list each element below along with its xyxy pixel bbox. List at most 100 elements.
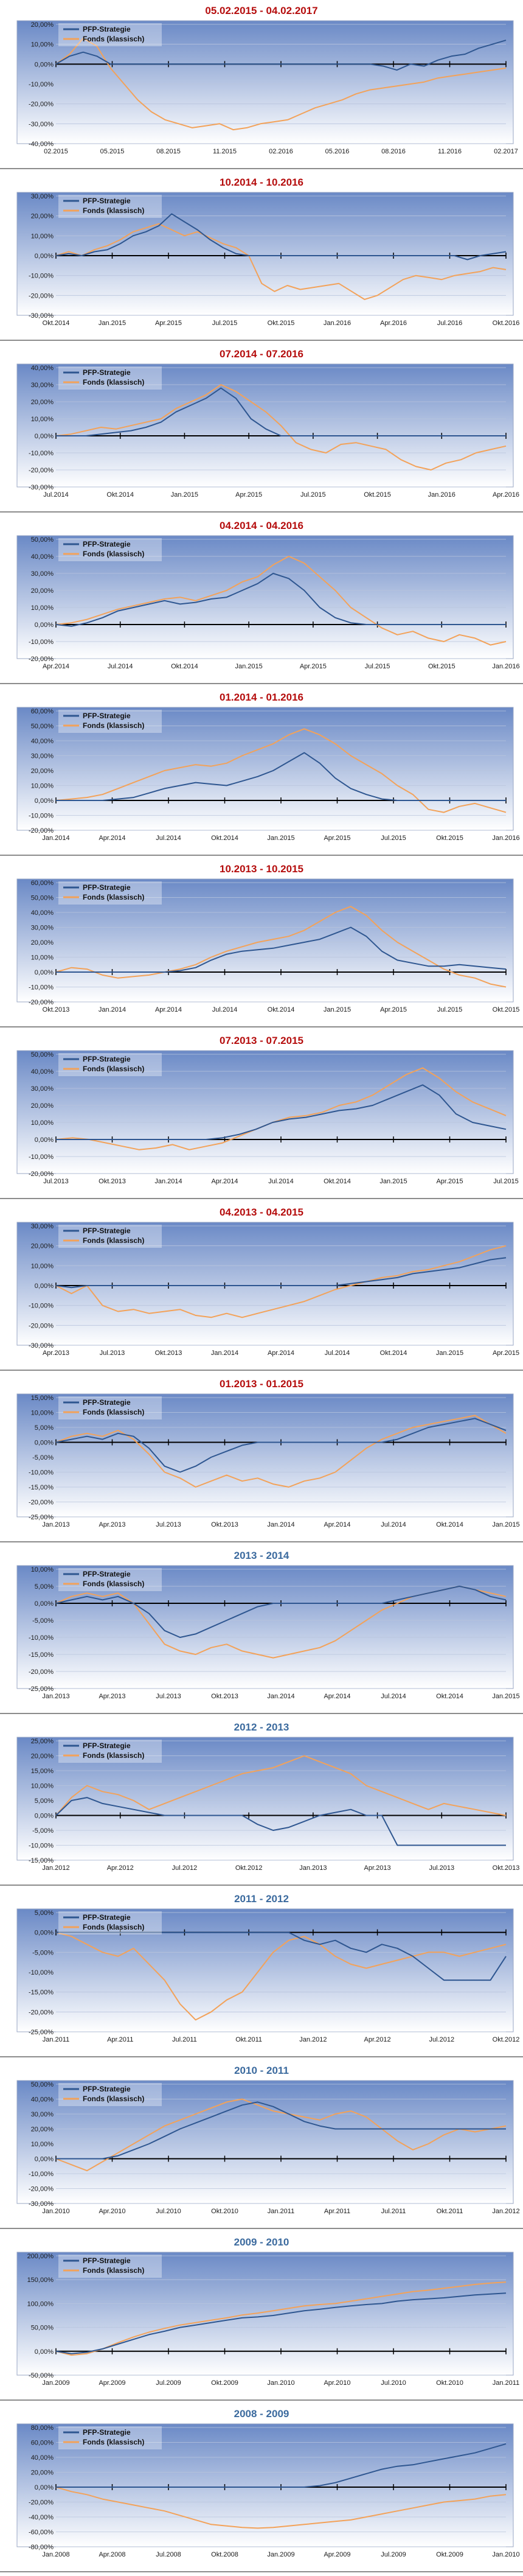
y-tick-label: 60,00% xyxy=(31,2440,54,2447)
x-tick-label: Jul.2015 xyxy=(437,1006,463,1013)
line-chart: 50,00% 40,00% 30,00% 20,00% 10,00% 0,00% -10,0… xyxy=(16,535,520,670)
x-tick-label: Jan.2013 xyxy=(42,1521,69,1528)
legend-label: Fonds (klassisch) xyxy=(83,1236,144,1245)
panel-separator xyxy=(0,855,523,856)
series-line-fund xyxy=(55,728,507,813)
series-line-fund xyxy=(55,2281,507,2356)
x-tick-label: Jan.2015 xyxy=(171,491,198,499)
legend-label: Fonds (klassisch) xyxy=(83,2266,144,2275)
x-tick-label: Jan.2014 xyxy=(267,1693,294,1700)
chart-panel: 01.2014 - 01.2016 60,00% 50,00% 40,00% 30,00… xyxy=(0,687,523,858)
y-tick-label: -25,00% xyxy=(29,1514,54,1521)
x-tick-label: 08.2015 xyxy=(156,148,181,155)
series-line-fund xyxy=(55,223,507,300)
x-tick-label: Okt.2012 xyxy=(235,1864,263,1872)
y-tick-label: 100,00% xyxy=(27,2300,54,2308)
panel-separator xyxy=(0,2056,523,2057)
x-tick-label: Apr.2014 xyxy=(211,1178,238,1185)
y-tick-label: -20,00% xyxy=(29,467,54,474)
x-tick-label: Apr.2013 xyxy=(99,1521,125,1528)
legend-label: Fonds (klassisch) xyxy=(83,550,144,558)
x-tick-label: Jul.2009 xyxy=(381,2551,406,2558)
x-tick-label: Jan.2011 xyxy=(493,2379,519,2387)
y-tick-label: -30,00% xyxy=(29,312,54,320)
x-tick-label: Jan.2014 xyxy=(154,1178,182,1185)
panel-separator xyxy=(0,2571,523,2572)
x-tick-label: Jan.2015 xyxy=(267,835,294,842)
x-tick-label: Apr.2015 xyxy=(380,1006,407,1013)
y-tick-label: 60,00% xyxy=(31,708,54,715)
y-tick-label: -20,00% xyxy=(29,1171,54,1178)
y-tick-label: -50,00% xyxy=(29,2372,54,2379)
x-tick-label: Jan.2015 xyxy=(492,1693,519,1700)
legend-label: Fonds (klassisch) xyxy=(83,378,144,387)
y-tick-label: 0,00% xyxy=(35,1813,54,1820)
y-tick-label: -30,00% xyxy=(29,1342,54,1349)
panel-separator xyxy=(0,1370,523,1371)
plot-area xyxy=(16,1393,514,1517)
y-tick-label: 5,00% xyxy=(35,1583,54,1591)
y-tick-label: 30,00% xyxy=(31,570,54,578)
y-tick-label: -15,00% xyxy=(29,1989,54,1997)
y-tick-label: 50,00% xyxy=(31,1051,54,1059)
series-line-strategy xyxy=(55,1586,507,1638)
x-tick-label: Apr.2009 xyxy=(324,2551,350,2558)
x-tick-label: Jul.2012 xyxy=(172,1864,198,1872)
y-tick-label: 0,00% xyxy=(35,1930,54,1937)
series-line-strategy xyxy=(55,2292,507,2354)
x-tick-label: Apr.2016 xyxy=(493,491,519,499)
x-tick-label: Okt.2009 xyxy=(436,2551,463,2558)
x-tick-label: Okt.2013 xyxy=(43,1006,70,1013)
y-tick-label: 40,00% xyxy=(31,2096,54,2104)
series-line-strategy xyxy=(55,1257,507,1289)
line-chart: 50,00% 40,00% 30,00% 20,00% 10,00% 0,00% -10,0… xyxy=(16,2080,520,2215)
x-tick-label: Jul.2012 xyxy=(429,2036,454,2043)
y-tick-label: 15,00% xyxy=(31,1768,54,1775)
x-tick-label: Apr.2011 xyxy=(324,2208,350,2215)
y-tick-label: 10,00% xyxy=(31,1119,54,1127)
panel-separator xyxy=(0,1541,523,1542)
y-tick-label: -5,00% xyxy=(32,1617,54,1625)
chart-title: 2012 - 2013 xyxy=(234,1721,289,1733)
y-tick-label: 40,00% xyxy=(31,1068,54,1076)
x-tick-label: Jul.2011 xyxy=(172,2036,197,2043)
y-tick-label: -10,00% xyxy=(29,1469,54,1477)
y-tick-label: 20,00% xyxy=(31,2126,54,2133)
chart-title: 2009 - 2010 xyxy=(234,2236,289,2248)
y-tick-label: 10,00% xyxy=(31,954,54,962)
x-tick-label: 02.2017 xyxy=(494,148,518,155)
x-tick-label: Jul.2014 xyxy=(268,1178,294,1185)
x-tick-label: Jan.2016 xyxy=(324,320,351,327)
y-tick-label: -20,00% xyxy=(29,2499,54,2507)
y-tick-label: 0,00% xyxy=(35,1600,54,1608)
y-tick-label: 10,00% xyxy=(31,1410,54,1417)
x-tick-label: Okt.2014 xyxy=(171,663,198,670)
x-tick-label: Jan.2016 xyxy=(428,491,455,499)
x-tick-label: Jan.2008 xyxy=(42,2551,69,2558)
y-tick-label: 30,00% xyxy=(31,193,54,200)
chart-panel: 07.2013 - 07.2015 50,00% 40,00% 30,00% 20,00… xyxy=(0,1030,523,1202)
x-tick-label: Okt.2015 xyxy=(268,320,295,327)
line-chart: 15,00% 10,00% 5,00% 0,00% -5,00% -10,00% -15,0… xyxy=(16,1393,520,1528)
panel-separator xyxy=(0,168,523,169)
legend-label: Fonds (klassisch) xyxy=(83,1065,144,1073)
series-line-strategy xyxy=(55,40,507,71)
y-tick-label: 10,00% xyxy=(31,1262,54,1270)
x-tick-label: Jul.2013 xyxy=(429,1864,454,1872)
plot-area xyxy=(16,1222,514,1346)
y-tick-label: 0,00% xyxy=(35,2156,54,2163)
y-tick-label: -20,00% xyxy=(29,101,54,108)
y-tick-label: 10,00% xyxy=(31,783,54,790)
x-tick-label: Jan.2014 xyxy=(211,1349,238,1357)
series-line-fund xyxy=(55,2487,507,2529)
series-line-fund xyxy=(55,906,507,988)
x-tick-label: Jul.2014 xyxy=(108,663,133,670)
series-line-strategy xyxy=(56,1084,507,1140)
x-tick-label: Apr.2015 xyxy=(436,1178,463,1185)
x-tick-label: Apr.2015 xyxy=(324,835,350,842)
